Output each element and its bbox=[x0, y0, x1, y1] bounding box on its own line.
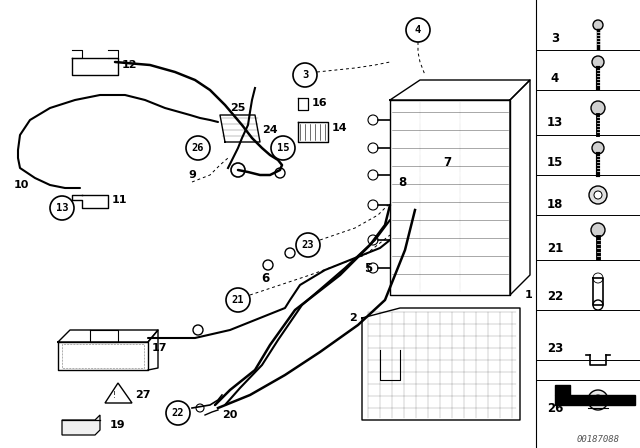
Text: 22: 22 bbox=[547, 289, 563, 302]
Circle shape bbox=[588, 390, 608, 410]
Text: 21: 21 bbox=[232, 295, 244, 305]
Text: 12: 12 bbox=[122, 60, 138, 70]
Circle shape bbox=[231, 163, 245, 177]
Circle shape bbox=[591, 101, 605, 115]
Circle shape bbox=[589, 186, 607, 204]
Circle shape bbox=[271, 136, 295, 160]
Circle shape bbox=[594, 191, 602, 199]
Circle shape bbox=[593, 395, 603, 405]
Circle shape bbox=[593, 20, 603, 30]
Circle shape bbox=[368, 200, 378, 210]
Circle shape bbox=[166, 401, 190, 425]
Text: 2: 2 bbox=[349, 313, 357, 323]
Text: 10: 10 bbox=[14, 180, 29, 190]
Circle shape bbox=[193, 325, 203, 335]
Text: 15: 15 bbox=[276, 143, 289, 153]
Circle shape bbox=[368, 170, 378, 180]
Circle shape bbox=[368, 263, 378, 273]
Circle shape bbox=[50, 196, 74, 220]
Text: 22: 22 bbox=[172, 408, 184, 418]
Text: 11: 11 bbox=[112, 195, 127, 205]
Circle shape bbox=[285, 248, 295, 258]
Circle shape bbox=[368, 235, 378, 245]
Text: 1: 1 bbox=[525, 290, 532, 300]
Text: 23: 23 bbox=[301, 240, 314, 250]
Circle shape bbox=[591, 223, 605, 237]
Text: 17: 17 bbox=[152, 343, 168, 353]
Polygon shape bbox=[62, 415, 100, 435]
Circle shape bbox=[226, 288, 250, 312]
Text: 7: 7 bbox=[443, 156, 451, 169]
Polygon shape bbox=[555, 385, 570, 395]
Circle shape bbox=[263, 260, 273, 270]
Polygon shape bbox=[555, 395, 635, 405]
Text: 16: 16 bbox=[312, 98, 328, 108]
Text: 8: 8 bbox=[398, 177, 406, 190]
Text: 25: 25 bbox=[230, 103, 245, 113]
Text: 27: 27 bbox=[135, 390, 150, 400]
Circle shape bbox=[592, 142, 604, 154]
Text: 14: 14 bbox=[332, 123, 348, 133]
Text: 24: 24 bbox=[262, 125, 278, 135]
Circle shape bbox=[275, 168, 285, 178]
Text: !: ! bbox=[113, 392, 115, 401]
Text: 00187088: 00187088 bbox=[577, 435, 620, 444]
Circle shape bbox=[196, 404, 204, 412]
Circle shape bbox=[293, 63, 317, 87]
Text: 23: 23 bbox=[547, 341, 563, 354]
Circle shape bbox=[296, 233, 320, 257]
Text: 26: 26 bbox=[192, 143, 204, 153]
Text: 3: 3 bbox=[302, 70, 308, 80]
Circle shape bbox=[186, 136, 210, 160]
Text: 3: 3 bbox=[551, 31, 559, 44]
Text: 4: 4 bbox=[551, 72, 559, 85]
Text: 20: 20 bbox=[222, 410, 237, 420]
Text: 9: 9 bbox=[188, 170, 196, 180]
Text: 18: 18 bbox=[547, 198, 563, 211]
Circle shape bbox=[368, 143, 378, 153]
Text: 19: 19 bbox=[110, 420, 125, 430]
Text: 6: 6 bbox=[261, 271, 269, 284]
Circle shape bbox=[592, 56, 604, 68]
Text: 13: 13 bbox=[547, 116, 563, 129]
Circle shape bbox=[406, 18, 430, 42]
Text: 4: 4 bbox=[415, 25, 421, 35]
Text: 26: 26 bbox=[547, 401, 563, 414]
Text: 15: 15 bbox=[547, 155, 563, 168]
Text: 5: 5 bbox=[364, 262, 372, 275]
Text: 13: 13 bbox=[56, 203, 68, 213]
Text: 21: 21 bbox=[547, 241, 563, 254]
Circle shape bbox=[368, 115, 378, 125]
